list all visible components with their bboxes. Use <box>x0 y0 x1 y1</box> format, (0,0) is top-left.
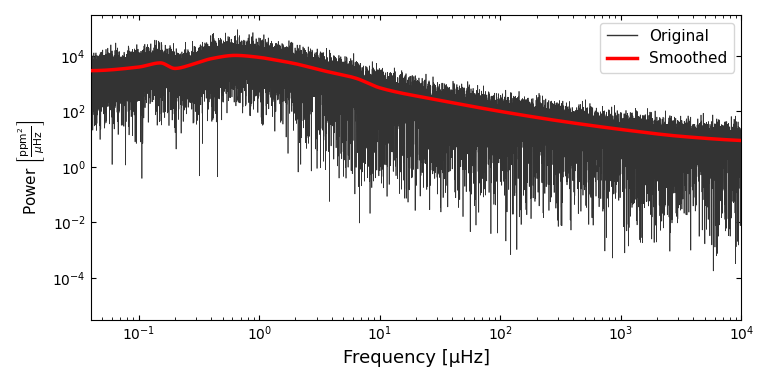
Smoothed <box>248 54 258 59</box>
Original <box>709 269 718 273</box>
Smoothed <box>504 110 513 115</box>
Original <box>86 57 95 62</box>
Original <box>248 44 258 48</box>
X-axis label: Frequency [μHz]: Frequency [μHz] <box>342 349 490 367</box>
Smoothed <box>552 118 561 123</box>
Y-axis label: Power $\left[\frac{\mathrm{ppm}^2}{\mu\mathrm{Hz}}\right]$: Power $\left[\frac{\mathrm{ppm}^2}{\mu\m… <box>15 120 47 215</box>
Original <box>394 115 403 119</box>
Original <box>737 152 746 156</box>
Line: Smoothed: Smoothed <box>91 55 741 141</box>
Original <box>694 131 704 136</box>
Original <box>504 150 513 155</box>
Original <box>552 120 561 125</box>
Smoothed <box>737 138 746 143</box>
Smoothed <box>86 68 95 73</box>
Smoothed <box>394 90 403 95</box>
Legend: Original, Smoothed: Original, Smoothed <box>601 23 734 73</box>
Line: Original: Original <box>91 30 741 271</box>
Smoothed <box>480 106 489 111</box>
Original <box>480 111 489 115</box>
Original <box>233 28 242 32</box>
Smoothed <box>694 136 704 140</box>
Smoothed <box>231 53 240 58</box>
